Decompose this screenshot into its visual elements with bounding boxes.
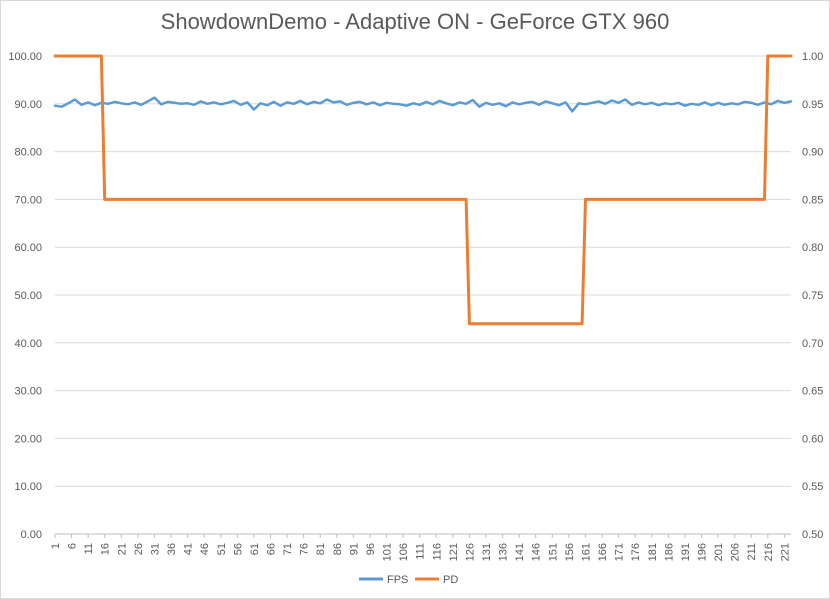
right-tick-label: 1.00 [802, 51, 823, 63]
x-tick-label: 71 [282, 543, 294, 555]
x-tick-label: 76 [299, 543, 311, 555]
right-tick-label: 0.95 [802, 99, 823, 111]
left-tick-label: 20.00 [14, 433, 42, 445]
x-tick-label: 161 [580, 543, 592, 561]
right-tick-label: 0.55 [802, 481, 823, 493]
x-tick-label: 221 [779, 543, 791, 561]
legend-label-fps: FPS [387, 574, 408, 586]
x-tick-label: 26 [133, 543, 145, 555]
left-tick-label: 100.00 [8, 51, 42, 63]
x-tick-label: 11 [83, 543, 95, 554]
x-tick-label: 86 [332, 543, 344, 555]
x-tick-label: 176 [630, 543, 642, 561]
x-tick-label: 41 [183, 543, 195, 555]
left-tick-label: 70.00 [14, 194, 42, 206]
right-tick-label: 0.85 [802, 194, 823, 206]
x-tick-label: 106 [398, 543, 410, 561]
x-tick-label: 131 [481, 543, 493, 561]
left-tick-label: 10.00 [14, 481, 42, 493]
right-tick-label: 0.75 [802, 290, 823, 302]
x-tick-label: 151 [547, 543, 559, 561]
series-lines [53, 54, 793, 326]
x-tick-label: 126 [464, 543, 476, 561]
x-tick-label: 46 [199, 543, 211, 555]
right-tick-label: 0.90 [802, 147, 823, 159]
left-axis-tick-labels: 0.00 10.00 20.00 30.00 40.00 50.00 60.00 70.00 8… [8, 51, 42, 541]
right-tick-label: 0.50 [802, 529, 823, 541]
right-tick-label: 0.60 [802, 433, 823, 445]
x-tick-label: 1 [50, 543, 62, 549]
x-tick-label: 171 [614, 543, 626, 561]
series-line-pd [53, 54, 793, 326]
left-tick-label: 90.00 [14, 99, 42, 111]
x-tick-label: 136 [498, 543, 510, 561]
x-tick-label: 121 [448, 543, 460, 561]
x-tick-label: 66 [265, 543, 277, 555]
x-tick-label: 141 [514, 543, 526, 561]
x-tick-label: 206 [730, 543, 742, 561]
x-tick-label: 116 [431, 543, 443, 561]
right-tick-label: 0.65 [802, 386, 823, 398]
left-tick-label: 0.00 [21, 529, 42, 541]
x-tick-label: 96 [365, 543, 377, 555]
x-tick-label: 196 [696, 543, 708, 561]
x-tick-label: 181 [647, 543, 659, 561]
x-tick-label: 61 [249, 543, 261, 555]
x-tick-label: 81 [315, 543, 327, 555]
x-tick-label: 111 [415, 543, 427, 560]
gridlines [55, 55, 791, 535]
left-tick-label: 40.00 [14, 338, 42, 350]
x-tick-label: 56 [232, 543, 244, 555]
x-tick-label: 36 [166, 543, 178, 555]
legend: FPS PD [359, 574, 458, 586]
x-tick-label: 91 [348, 543, 360, 555]
left-tick-label: 80.00 [14, 147, 42, 159]
x-tick-label: 216 [763, 543, 775, 561]
x-tick-label: 146 [531, 543, 543, 561]
x-tick-label: 6 [67, 543, 79, 549]
x-tick-label: 211 [746, 543, 758, 561]
x-tick-label: 101 [382, 543, 394, 561]
x-tick-label: 51 [216, 543, 228, 555]
x-tick-label: 201 [713, 543, 725, 561]
x-tick-label: 16 [100, 543, 112, 555]
x-tick-label: 31 [149, 543, 161, 555]
x-tick-label: 166 [597, 543, 609, 561]
x-tick-label: 191 [680, 543, 692, 561]
right-tick-label: 0.70 [802, 338, 823, 350]
left-tick-label: 30.00 [14, 386, 42, 398]
x-axis-tick-labels: 1 6 11 16 21 26 31 36 41 46 51 56 61 66 71 76 81 86 91 96 10… [50, 534, 791, 561]
right-axis-tick-labels: 0.50 0.55 0.60 0.65 0.70 0.75 0.80 0.85 0.90 0.95… [802, 51, 823, 541]
legend-label-pd: PD [443, 574, 458, 586]
x-tick-label: 156 [564, 543, 576, 561]
left-tick-label: 60.00 [14, 242, 42, 254]
series-line-fps [53, 96, 793, 113]
x-tick-label: 186 [663, 543, 675, 561]
left-tick-label: 50.00 [14, 290, 42, 302]
chart-title: ShowdownDemo - Adaptive ON - GeForce GTX… [160, 9, 670, 34]
right-tick-label: 0.80 [802, 242, 823, 254]
x-tick-label: 21 [116, 543, 128, 555]
